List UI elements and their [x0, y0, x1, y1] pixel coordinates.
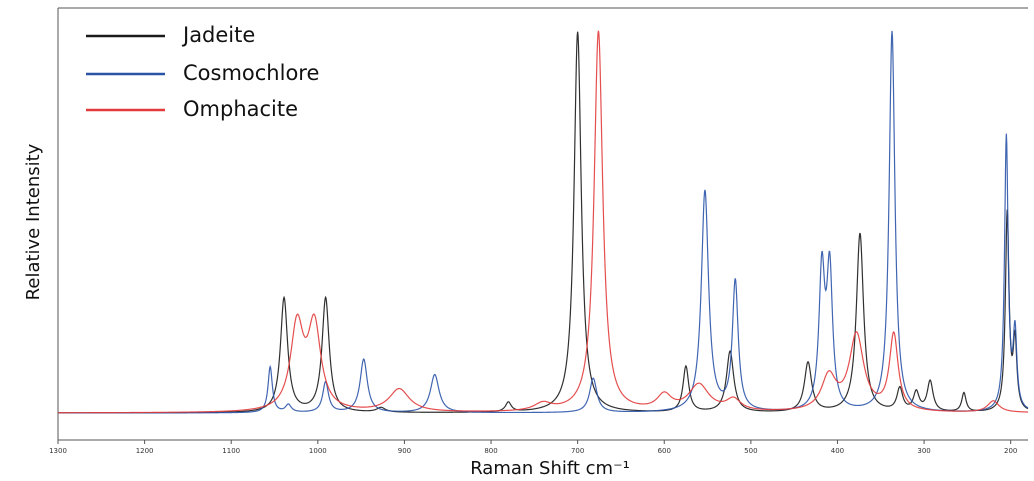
x-tick-label: 1100 — [222, 447, 240, 455]
legend-label-jadeite: Jadeite — [181, 23, 255, 47]
x-tick-label: 200 — [1004, 447, 1017, 455]
x-tick-label: 900 — [398, 447, 411, 455]
series-line-jadeite — [58, 31, 1029, 414]
legend: Jadeite Cosmochlore Omphacite — [86, 23, 319, 121]
x-tick-label: 300 — [917, 447, 930, 455]
plot-frame — [57, 7, 1028, 441]
legend-label-omphacite: Omphacite — [183, 97, 298, 121]
series-line-omphacite — [58, 30, 1029, 414]
x-tick-label: 500 — [744, 447, 757, 455]
x-tick-label: 600 — [658, 447, 671, 455]
x-tick-label: 1000 — [309, 447, 327, 455]
x-tick-label: 1200 — [136, 447, 154, 455]
x-tick-label: 700 — [571, 447, 584, 455]
x-tick-label: 1300 — [49, 447, 67, 455]
series-layer — [58, 30, 1029, 414]
x-tick-label: 400 — [831, 447, 844, 455]
x-ticks: 1300 1200 1100 1000 900 800 700 600 500 400 300 200 — [49, 440, 1017, 455]
y-axis-title: Relative Intensity — [23, 143, 44, 300]
x-tick-label: 800 — [484, 447, 497, 455]
legend-label-cosmochlore: Cosmochlore — [183, 61, 319, 85]
x-axis-title: Raman Shift cm⁻¹ — [470, 458, 630, 479]
series-line-cosmochlore — [58, 30, 1029, 414]
